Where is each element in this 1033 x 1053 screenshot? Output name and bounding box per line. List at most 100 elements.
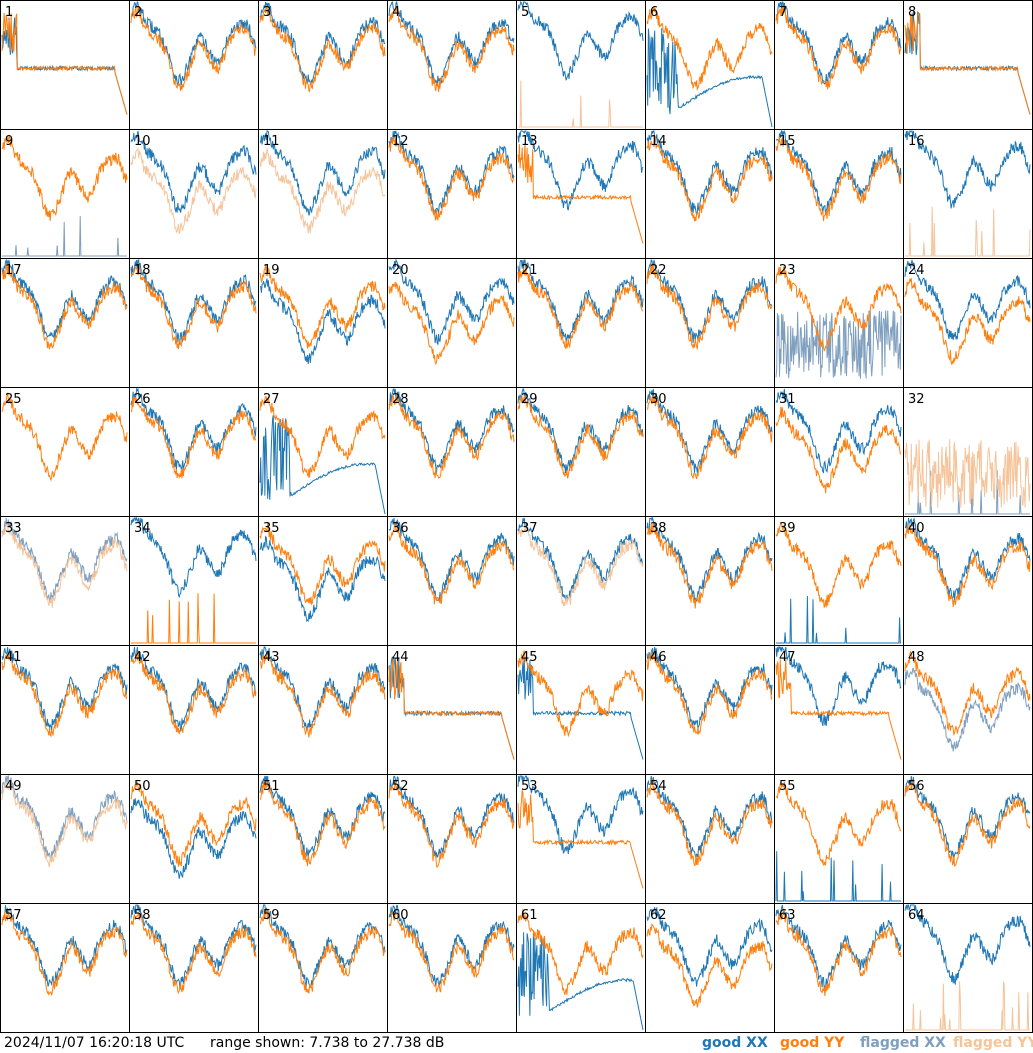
panel-label: 60	[392, 908, 409, 923]
panel-label: 38	[650, 521, 667, 536]
panel-60: 60	[387, 903, 517, 1033]
series-xx	[259, 775, 386, 858]
panel-17: 17	[0, 258, 130, 388]
panel-19: 19	[258, 258, 388, 388]
panel-label: 11	[263, 134, 280, 149]
panel-label: 61	[521, 908, 538, 923]
series-yy	[775, 266, 902, 352]
series-yy	[517, 143, 644, 244]
range-readout: range shown: 7.738 to 27.738 dB	[210, 1035, 445, 1051]
panel-label: 17	[5, 263, 22, 278]
panel-label: 6	[650, 5, 658, 20]
series-yy	[130, 396, 257, 479]
panel-label: 52	[392, 779, 409, 794]
series-yy	[646, 395, 773, 480]
series-xx	[517, 130, 644, 211]
series-xx	[130, 798, 257, 879]
series-yy	[646, 263, 773, 350]
panel-frame	[0, 0, 130, 130]
series-yy	[388, 393, 515, 479]
series-yy	[646, 6, 773, 91]
panel-label: 1	[5, 5, 13, 20]
series-yy	[1, 653, 128, 738]
series-yy	[904, 524, 1031, 607]
series-xx	[130, 130, 257, 214]
series-yy	[388, 911, 514, 993]
series-yy	[388, 134, 515, 222]
panel-42: 42	[129, 645, 259, 775]
series-yy	[775, 909, 902, 997]
series-yy	[1, 781, 128, 868]
panel-label: 47	[779, 650, 796, 665]
series-yy	[259, 395, 386, 479]
series-xx	[388, 656, 515, 760]
panel-label: 53	[521, 779, 538, 794]
series-yy	[130, 912, 257, 994]
series-yy	[130, 781, 257, 867]
series-xx	[388, 904, 515, 987]
panel-label: 25	[5, 392, 22, 407]
panel-label: 56	[908, 779, 925, 794]
series-xx	[130, 259, 257, 345]
panel-29: 29	[516, 387, 646, 517]
series-yy	[1, 134, 128, 222]
series-xx	[776, 595, 901, 644]
panel-49: 49	[0, 774, 130, 904]
series-yy	[259, 148, 386, 234]
panel-57: 57	[0, 903, 130, 1033]
panel-40: 40	[903, 516, 1033, 646]
series-xx	[517, 932, 644, 1031]
series-xx	[259, 130, 386, 216]
panel-45: 45	[516, 645, 646, 775]
panel-53: 53	[516, 774, 646, 904]
panel-59: 59	[258, 903, 388, 1033]
panel-label: 37	[521, 521, 538, 536]
series-yy	[775, 5, 902, 90]
series-yy	[646, 133, 773, 222]
panel-18: 18	[129, 258, 259, 388]
panel-31: 31	[774, 387, 904, 517]
series-yy	[905, 981, 1030, 1031]
panel-50: 50	[129, 774, 259, 904]
panel-label: 40	[908, 521, 925, 536]
panel-frame	[903, 0, 1033, 130]
panel-46: 46	[645, 645, 775, 775]
panel-frame	[258, 0, 388, 130]
panel-54: 54	[645, 774, 775, 904]
panel-58: 58	[129, 903, 259, 1033]
series-xx	[646, 28, 773, 128]
series-yy	[904, 781, 1031, 867]
series-xx	[775, 646, 902, 726]
panel-label: 30	[650, 392, 667, 407]
panel-label: 51	[263, 779, 280, 794]
panel-11: 11	[258, 129, 388, 259]
panel-47: 47	[774, 645, 904, 775]
series-xx	[130, 646, 257, 732]
panel-7: 7	[774, 0, 904, 130]
series-yy	[517, 650, 644, 738]
panel-62: 62	[645, 903, 775, 1033]
series-xx	[904, 904, 1031, 986]
series-xx	[775, 851, 901, 902]
series-yy	[646, 777, 773, 867]
panel-56: 56	[903, 774, 1033, 904]
panel-label: 19	[263, 263, 280, 278]
series-yy	[775, 659, 902, 760]
series-yy	[259, 652, 386, 738]
panel-51: 51	[258, 774, 388, 904]
series-xx	[259, 278, 386, 365]
panel-label: 7	[779, 5, 787, 20]
panel-label: 57	[5, 908, 22, 923]
panel-label: 48	[908, 650, 925, 665]
series-xx	[517, 775, 644, 855]
series-xx	[1, 774, 128, 863]
panel-label: 46	[650, 650, 667, 665]
legend-good-yy: good YY	[780, 1035, 845, 1051]
series-yy	[646, 522, 773, 609]
series-yy	[904, 439, 1031, 508]
panel-23: 23	[774, 258, 904, 388]
series-xx	[646, 647, 773, 730]
panel-label: 21	[521, 263, 538, 278]
series-xx	[259, 415, 386, 515]
series-xx	[646, 516, 773, 603]
